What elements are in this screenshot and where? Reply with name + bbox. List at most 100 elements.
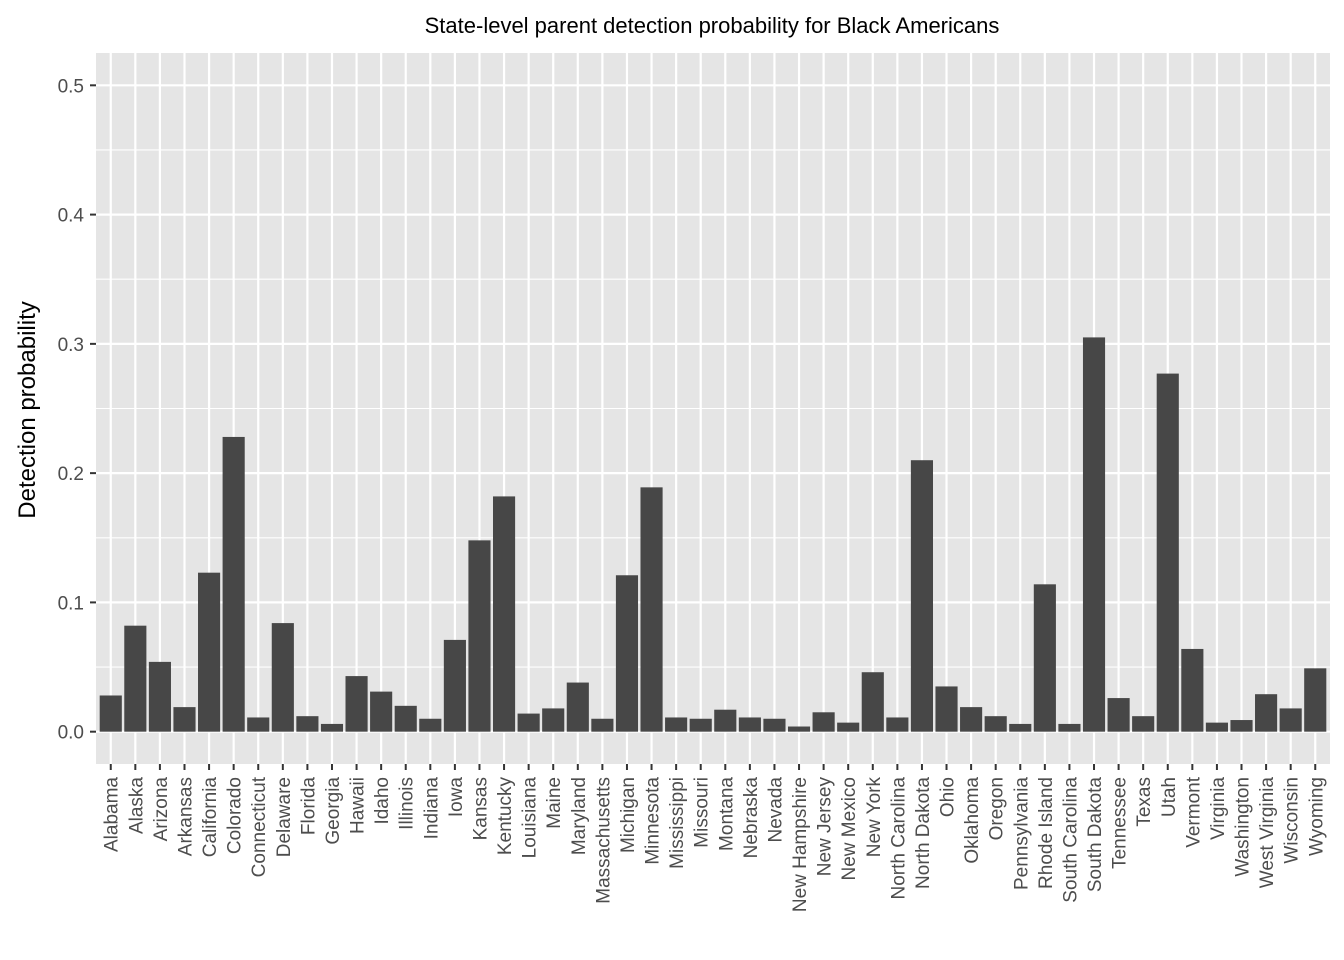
- x-tick-label: Colorado: [225, 777, 246, 854]
- grid-major-lines: [96, 53, 1330, 764]
- bar-kansas: [468, 540, 491, 732]
- bar-massachusetts: [591, 718, 614, 732]
- y-tick-label: 0.5: [58, 76, 84, 97]
- y-tick-label: 0.1: [58, 593, 84, 614]
- bar-west-virginia: [1255, 694, 1278, 732]
- x-tick-label: Tennessee: [1110, 777, 1131, 869]
- x-tick-label: Wyoming: [1306, 777, 1327, 856]
- bar-nebraska: [738, 717, 761, 732]
- x-tick-label: Utah: [1159, 777, 1180, 817]
- bar-iowa: [443, 639, 466, 732]
- bar-illinois: [394, 705, 417, 732]
- y-axis: 0.0 0.1 0.2 0.3 0.4 0.5: [58, 76, 96, 744]
- x-tick-label: Rhode Island: [1036, 777, 1057, 889]
- x-tick-label: Indiana: [421, 777, 442, 840]
- bar-minnesota: [640, 487, 663, 732]
- x-tick-label: Louisiana: [520, 777, 541, 859]
- bar-nevada: [763, 718, 786, 732]
- chart-title: State-level parent detection probability…: [425, 13, 1000, 38]
- bar-hawaii: [345, 676, 368, 732]
- bar-south-carolina: [1058, 723, 1081, 732]
- x-axis: Alabama Alaska Arizona Arkansas California Co…: [102, 764, 1327, 912]
- x-tick-label: New York: [864, 777, 885, 858]
- x-tick-label: North Carolina: [888, 777, 909, 900]
- x-tick-label: South Dakota: [1085, 777, 1106, 893]
- bar-georgia: [320, 723, 344, 732]
- bar-alabama: [99, 695, 122, 732]
- x-tick-label: New Mexico: [839, 777, 860, 880]
- x-tick-label: Pennsylvania: [1011, 777, 1032, 890]
- x-tick-label: Texas: [1134, 777, 1155, 827]
- grid-minor-lines: [96, 149, 1330, 668]
- bar-michigan: [615, 575, 639, 732]
- x-tick-label: Washington: [1233, 777, 1254, 877]
- x-tick-label: Michigan: [618, 777, 639, 853]
- bar-virginia: [1205, 722, 1228, 732]
- x-tick-label: Vermont: [1183, 776, 1204, 847]
- bar-new-jersey: [812, 712, 835, 732]
- bar-arkansas: [173, 707, 196, 732]
- bar-rhode-island: [1033, 584, 1056, 732]
- x-tick-label: Alabama: [102, 777, 123, 852]
- x-tick-label: Massachusetts: [593, 777, 614, 904]
- bar-wisconsin: [1279, 708, 1302, 732]
- bar-california: [198, 572, 221, 732]
- x-tick-label: Maine: [544, 777, 565, 829]
- x-tick-label: Arkansas: [175, 777, 196, 856]
- bar-pennsylvania: [1009, 723, 1032, 732]
- x-tick-label: Wisconsin: [1282, 777, 1303, 864]
- bar-tennessee: [1107, 698, 1130, 732]
- bar-colorado: [222, 436, 245, 732]
- x-tick-label: Ohio: [938, 777, 959, 817]
- bar-missouri: [689, 718, 712, 732]
- x-tick-label: Iowa: [446, 777, 467, 818]
- bar-louisiana: [517, 713, 540, 732]
- bar-texas: [1132, 716, 1155, 732]
- x-tick-label: Florida: [298, 777, 319, 836]
- bars: [99, 337, 1327, 732]
- x-tick-label: Montana: [716, 777, 737, 851]
- x-tick-label: Minnesota: [643, 777, 664, 865]
- x-tick-label: Hawaii: [348, 777, 369, 834]
- bar-new-hampshire: [787, 726, 811, 732]
- x-tick-label: Connecticut: [249, 776, 270, 877]
- bar-connecticut: [247, 717, 270, 732]
- x-tick-label: Missouri: [692, 777, 713, 848]
- x-tick-label: Virginia: [1208, 777, 1229, 840]
- x-tick-label: California: [200, 777, 221, 858]
- x-tick-label: Alaska: [126, 777, 147, 834]
- x-tick-label: Nebraska: [741, 777, 762, 859]
- bar-utah: [1156, 373, 1179, 732]
- x-tick-label: Kentucky: [495, 777, 516, 856]
- bar-ohio: [935, 686, 958, 732]
- bar-delaware: [271, 623, 294, 732]
- bar-florida: [296, 716, 319, 732]
- x-tick-label: West Virginia: [1257, 777, 1278, 889]
- bar-arizona: [148, 661, 171, 732]
- x-tick-label: South Carolina: [1060, 777, 1081, 903]
- bar-maryland: [566, 682, 589, 732]
- y-tick-label: 0.0: [58, 723, 84, 744]
- x-tick-label: North Dakota: [913, 777, 934, 889]
- bar-alaska: [124, 625, 147, 732]
- bar-wyoming: [1304, 668, 1327, 732]
- bar-idaho: [370, 691, 393, 732]
- x-tick-label: Arizona: [151, 777, 172, 842]
- bar-indiana: [419, 718, 442, 732]
- x-tick-label: Delaware: [274, 777, 295, 857]
- x-tick-label: Kansas: [470, 777, 491, 840]
- x-tick-label: Mississippi: [667, 777, 688, 869]
- bar-new-york: [861, 672, 884, 732]
- x-tick-label: Oklahoma: [962, 777, 983, 864]
- bar-maine: [542, 708, 565, 732]
- x-tick-label: Oregon: [987, 777, 1008, 840]
- bar-montana: [714, 709, 737, 732]
- bar-oregon: [984, 716, 1007, 732]
- x-tick-label: Illinois: [397, 777, 418, 830]
- bar-north-carolina: [886, 717, 909, 732]
- x-tick-label: New Jersey: [815, 777, 836, 877]
- y-axis-title: Detection probability: [14, 301, 41, 518]
- x-tick-label: Nevada: [765, 777, 786, 843]
- bar-washington: [1230, 720, 1253, 732]
